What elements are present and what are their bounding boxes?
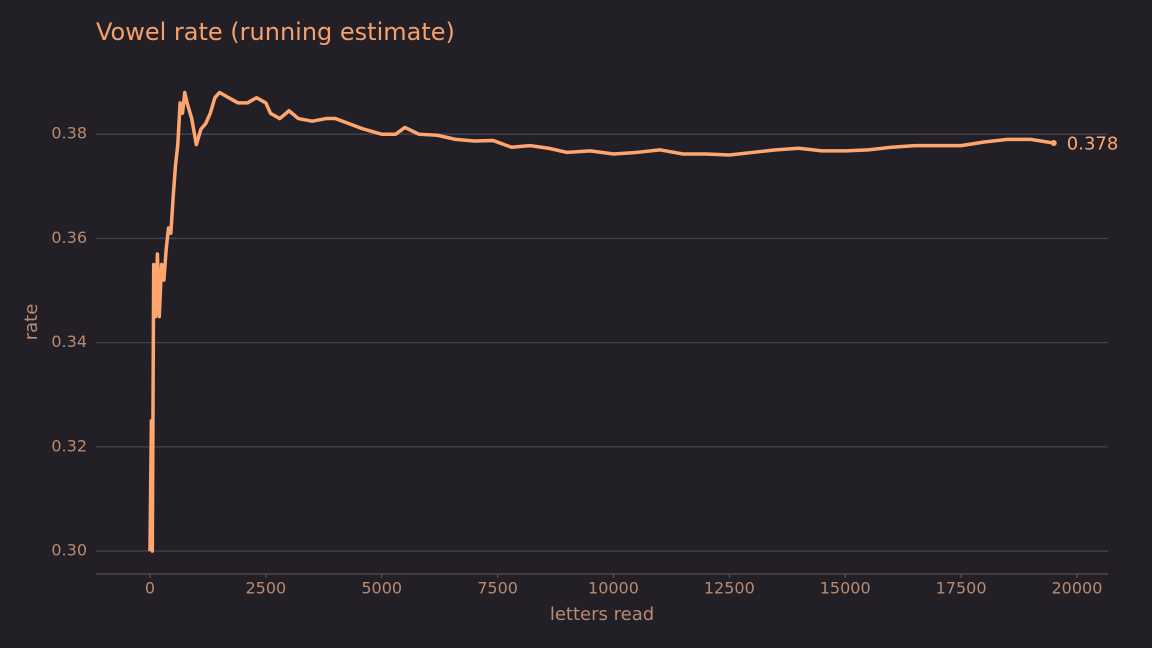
y-tick-label: 0.34 (51, 332, 87, 351)
y-tick-label: 0.32 (51, 436, 87, 455)
x-axis-label: letters read (550, 604, 654, 625)
x-tick-label: 7500 (477, 579, 518, 598)
y-tick-label: 0.30 (51, 541, 87, 560)
x-tick-label: 15000 (820, 579, 871, 598)
x-tick-label: 12500 (704, 579, 755, 598)
x-tick-label: 5000 (361, 579, 402, 598)
x-tick-label: 0 (145, 579, 155, 598)
end-label: 0.378 (1067, 134, 1119, 155)
chart-title: Vowel rate (running estimate) (96, 18, 455, 46)
x-tick-label: 2500 (246, 579, 287, 598)
x-tick-label: 17500 (936, 579, 987, 598)
series-line (148, 90, 1055, 553)
y-tick-label: 0.36 (51, 228, 87, 247)
end-point (1050, 140, 1057, 147)
y-tick-label: 0.38 (51, 124, 87, 143)
x-tick-label: 10000 (588, 579, 639, 598)
y-axis-label: rate (21, 304, 42, 341)
x-tick-label: 20000 (1051, 579, 1102, 598)
